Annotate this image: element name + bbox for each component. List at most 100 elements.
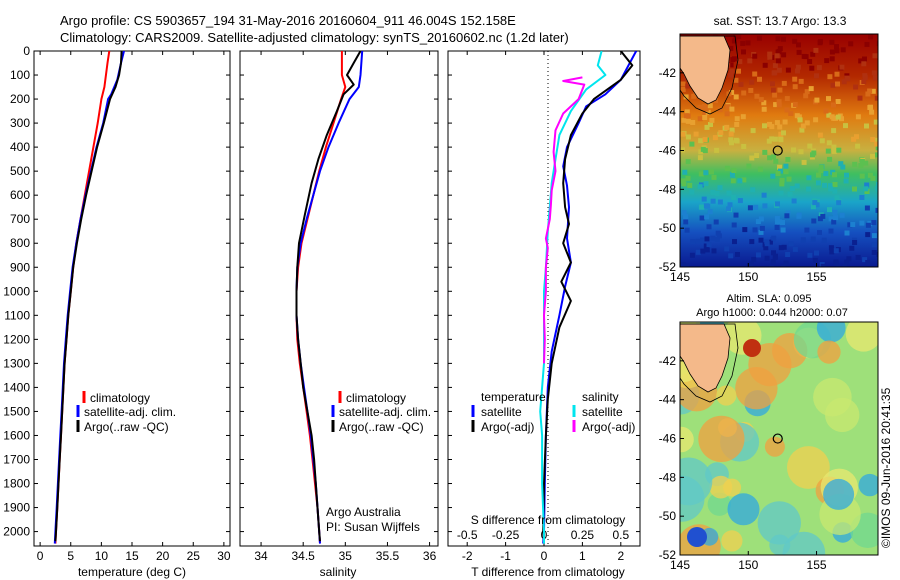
sst-pixel bbox=[820, 263, 826, 267]
sst-pixel bbox=[731, 222, 737, 228]
sst-pixel bbox=[864, 41, 870, 47]
depth-tick-label: 900 bbox=[10, 260, 30, 274]
sst-pixel bbox=[834, 71, 840, 77]
sst-pixel bbox=[829, 56, 835, 62]
sst-pixel bbox=[817, 216, 823, 222]
sst-pixel bbox=[817, 132, 823, 138]
sst-pixel bbox=[782, 119, 788, 125]
sst-pixel bbox=[712, 135, 718, 141]
sst-pixel bbox=[833, 260, 839, 266]
x-tick-label: 25 bbox=[187, 549, 201, 563]
sst-pixel bbox=[781, 80, 787, 86]
sst-pixel bbox=[736, 68, 741, 74]
sst-pixel bbox=[716, 233, 722, 239]
difference-x-ticks: -2 -1 0 1 2-0.5 -0.25 0 0.25 0.5 bbox=[457, 51, 629, 563]
sla-blob bbox=[858, 473, 878, 497]
sst-pixel bbox=[772, 255, 778, 260]
sst-pixel bbox=[833, 248, 839, 254]
salinity-lines bbox=[295, 51, 364, 544]
difference-legend: temperature satellite Argo(-adj) salinit… bbox=[471, 390, 635, 434]
sst-pixel bbox=[819, 138, 825, 144]
sla-blob bbox=[743, 339, 761, 357]
sst-pixel bbox=[757, 166, 763, 172]
sst-pixel bbox=[781, 130, 786, 136]
legend-argo-label-s: Argo(..raw -QC) bbox=[339, 420, 424, 434]
sst-pixel bbox=[868, 34, 874, 40]
sst-pixel bbox=[863, 160, 869, 166]
sst-pixel bbox=[690, 239, 696, 245]
x-tick-label: 1 bbox=[579, 549, 586, 563]
s-tick-label: -0.25 bbox=[492, 528, 520, 542]
sst-pixel bbox=[761, 100, 767, 106]
sst-pixel bbox=[685, 83, 691, 89]
sla-blob bbox=[716, 385, 737, 406]
depth-tick-label: 100 bbox=[10, 68, 30, 82]
sst-pixel bbox=[683, 219, 689, 225]
sst-pixel bbox=[684, 263, 690, 267]
sst-pixel bbox=[729, 172, 735, 178]
sst-pixel bbox=[714, 147, 720, 153]
sst-pixel bbox=[697, 155, 703, 161]
depth-tick-label: 300 bbox=[10, 116, 30, 130]
sst-pixel bbox=[828, 216, 834, 222]
temperature-lines bbox=[53, 51, 125, 544]
sst-pixel bbox=[815, 198, 820, 204]
x-tick-label: 0 bbox=[541, 549, 548, 563]
sst-pixel bbox=[749, 79, 755, 85]
sst-pixel bbox=[770, 173, 776, 179]
sst-pixel bbox=[839, 212, 845, 218]
sst-pixel bbox=[792, 246, 798, 252]
sst-pixel bbox=[713, 219, 719, 225]
sla-map-axes: 145 150 155 -52 -50 -48 -46 -44 -42 bbox=[659, 354, 827, 572]
series-line-argo-raw-qc- bbox=[295, 51, 362, 542]
sst-pixel bbox=[754, 93, 760, 99]
depth-tick-label: 1800 bbox=[3, 477, 30, 491]
sst-pixel bbox=[729, 90, 735, 95]
legend-salinity-title: salinity bbox=[582, 390, 619, 404]
sst-pixel bbox=[689, 189, 695, 195]
legend-t-argo-label: Argo(-adj) bbox=[481, 420, 534, 434]
sst-pixel bbox=[703, 170, 709, 176]
x-tick-label: 2 bbox=[617, 549, 624, 563]
sst-pixel bbox=[783, 169, 789, 175]
sst-pixel bbox=[832, 182, 838, 187]
sst-pixel bbox=[702, 103, 707, 109]
sst-pixel bbox=[846, 256, 852, 262]
sst-pixel bbox=[817, 230, 822, 236]
sst-pixel bbox=[724, 246, 730, 252]
sst-pixel bbox=[876, 252, 878, 257]
sst-pixel bbox=[755, 219, 761, 224]
sst-pixel bbox=[771, 235, 777, 241]
s-tick-label: 0.5 bbox=[612, 528, 629, 542]
sst-pixel bbox=[709, 117, 715, 123]
sst-pixel bbox=[848, 41, 854, 47]
sst-pixel bbox=[804, 227, 810, 233]
sst-pixel bbox=[824, 58, 830, 64]
sst-pixel bbox=[770, 81, 775, 87]
sst-pixel bbox=[754, 153, 760, 158]
sst-pixel bbox=[702, 137, 708, 143]
sst-pixel bbox=[684, 109, 690, 115]
sst-pixel bbox=[690, 120, 696, 125]
sst-pixel bbox=[827, 74, 833, 80]
sst-pixel bbox=[770, 87, 776, 93]
sst-pixel bbox=[828, 186, 834, 192]
sst-pixel bbox=[740, 40, 746, 46]
sst-pixel bbox=[729, 106, 735, 112]
map-x-tick-label: 155 bbox=[807, 558, 827, 572]
difference-xlabel-top: S difference from climatology bbox=[471, 513, 626, 527]
sst-pixel bbox=[859, 173, 865, 179]
x-tick-label: 15 bbox=[125, 549, 139, 563]
sst-pixel bbox=[855, 114, 861, 120]
sst-pixel bbox=[825, 148, 831, 154]
sst-pixel bbox=[823, 108, 829, 114]
sst-pixel bbox=[806, 186, 812, 192]
sst-pixel bbox=[818, 164, 824, 170]
sst-pixel bbox=[775, 49, 781, 55]
x-tick-label: 10 bbox=[95, 549, 109, 563]
sst-pixel bbox=[724, 124, 730, 130]
sst-pixel bbox=[862, 257, 868, 263]
sst-pixel bbox=[873, 75, 878, 81]
map-y-tick-label: -52 bbox=[659, 260, 677, 274]
sst-pixel bbox=[695, 249, 701, 255]
